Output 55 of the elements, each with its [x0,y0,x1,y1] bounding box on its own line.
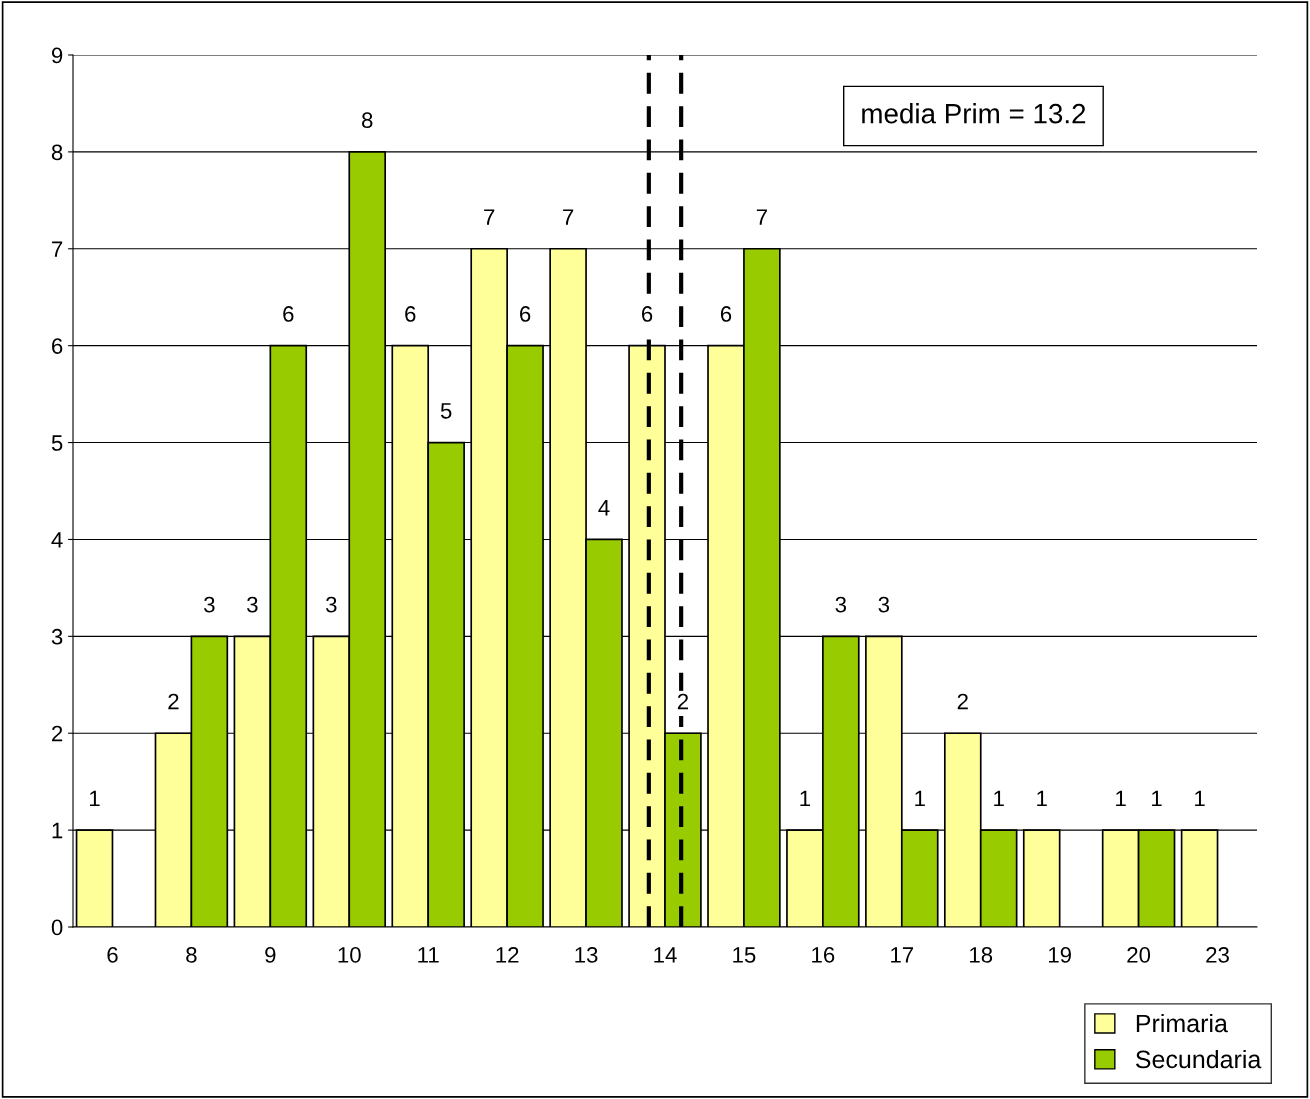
legend-label: Secundaria [1135,1049,1262,1069]
x-tick-label: 6 [107,947,118,963]
data-label: 2 [168,693,179,710]
data-label: 7 [756,209,767,225]
data-label: 3 [247,596,258,613]
data-label: 1 [1195,790,1205,807]
x-tick-label: 18 [970,947,993,963]
x-tick-label: 12 [496,947,519,963]
y-tick-label: 7 [52,241,63,257]
legend-label: Primaria [1136,1013,1228,1033]
data-label: 6 [283,306,294,322]
data-label: 1 [90,790,100,807]
x-tick-label: 19 [1049,947,1071,963]
data-label: 2 [957,693,968,710]
data-label: 3 [325,596,337,613]
data-label: 7 [563,209,574,225]
data-label: 2 [677,693,689,710]
data-label: 1 [994,790,1004,807]
data-label: 6 [405,306,416,322]
x-tick-label: 13 [575,947,598,963]
data-label: 1 [1037,790,1047,807]
y-tick-label: 1 [52,822,63,839]
y-tick-label: 0 [51,919,63,936]
data-label: 8 [362,112,373,129]
data-label: 6 [720,306,732,322]
data-label: 6 [641,306,653,322]
data-label: 3 [878,596,890,613]
data-label: 1 [1152,790,1162,807]
annotation: media Prim = 13.2 [862,103,1086,124]
x-tick-label: 17 [891,947,914,963]
y-tick-label: 4 [51,532,63,548]
y-tick-label: 8 [51,144,63,161]
x-tick-label: 16 [812,947,835,963]
data-label: 1 [915,790,925,807]
y-tick-label: 3 [51,628,63,645]
data-label: 6 [520,306,531,322]
y-tick-label: 5 [51,435,63,451]
data-label: 1 [800,790,810,807]
x-tick-label: 14 [654,947,677,963]
data-label: 4 [598,500,610,516]
x-tick-label: 8 [186,947,197,963]
data-label: 3 [204,596,215,613]
data-label: 1 [1116,790,1126,807]
x-tick-label: 20 [1127,947,1151,963]
data-label: 7 [484,209,495,225]
data-label: 5 [440,403,452,419]
data-label: 3 [835,596,847,613]
y-tick-label: 2 [52,725,63,742]
x-tick-label: 23 [1206,947,1229,963]
x-tick-label: 10 [338,947,361,963]
x-tick-label: 15 [733,947,756,963]
y-tick-label: 9 [51,47,63,64]
x-tick-label: 11 [418,947,439,963]
x-tick-label: 9 [265,947,276,963]
y-tick-label: 6 [52,338,63,354]
